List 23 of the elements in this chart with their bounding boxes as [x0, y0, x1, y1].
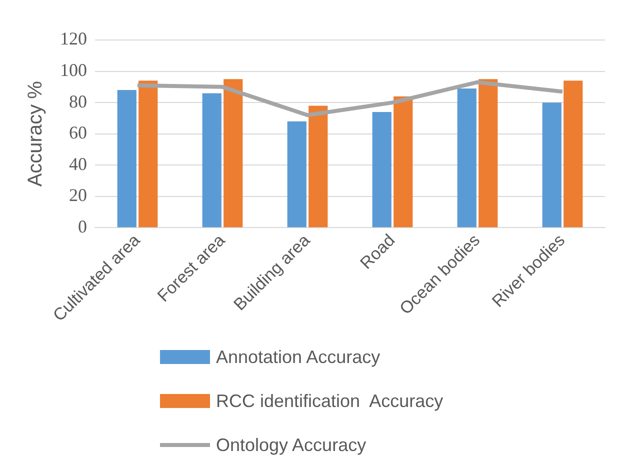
y-tick-label: 60: [69, 122, 87, 143]
bar: [542, 102, 562, 228]
y-tick-label: 0: [78, 216, 87, 236]
y-tick-label: 40: [69, 154, 87, 174]
legend-label: RCC identification Accuracy: [216, 390, 444, 412]
bar: [394, 96, 413, 228]
y-tick-label: 120: [60, 28, 87, 49]
bar: [457, 88, 476, 228]
bar: [287, 121, 306, 228]
y-tick-label: 20: [69, 185, 87, 206]
bar: [308, 106, 328, 228]
bar: [372, 112, 392, 228]
bar: [224, 79, 243, 228]
bar: [138, 80, 158, 228]
bar: [564, 80, 583, 228]
legend-label: Ontology Accuracy: [216, 434, 366, 456]
bar: [478, 79, 498, 228]
legend-label: Annotation Accuracy: [216, 346, 380, 368]
y-axis-title: Accuracy %: [24, 80, 47, 187]
bar: [117, 90, 136, 228]
y-tick-label: 80: [69, 91, 87, 112]
y-tick-label: 100: [60, 60, 87, 80]
bar: [202, 93, 222, 228]
